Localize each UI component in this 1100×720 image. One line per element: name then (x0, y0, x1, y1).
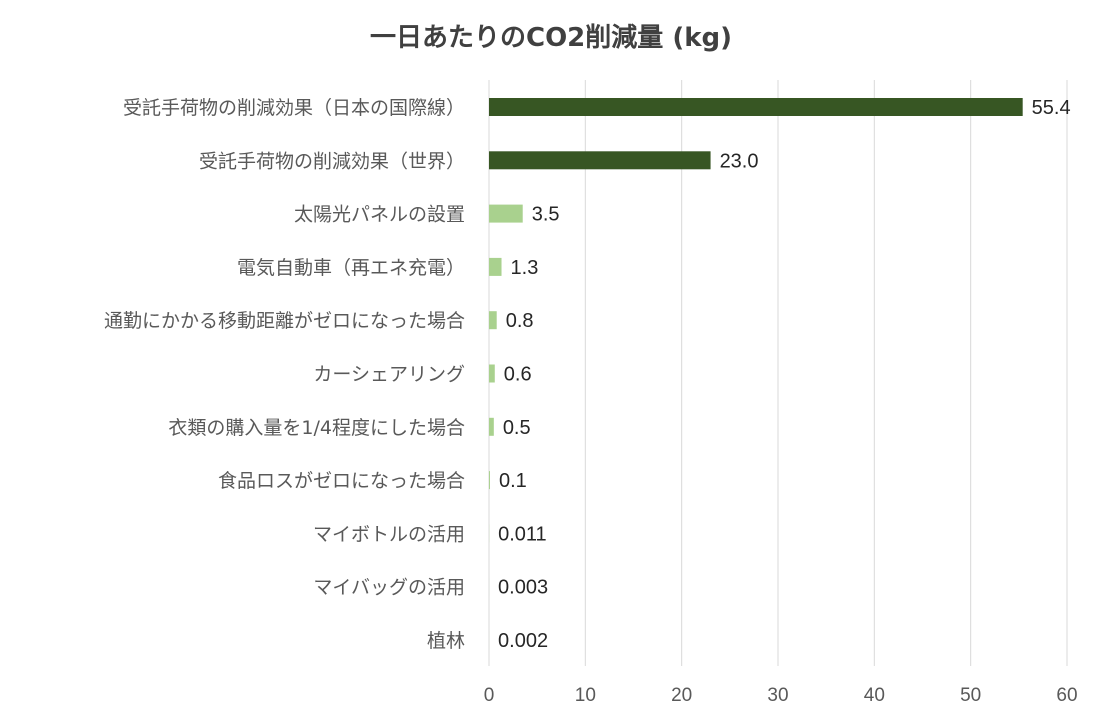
bar (489, 151, 711, 170)
value-label: 23.0 (720, 150, 759, 172)
bar (489, 204, 523, 223)
x-tick-label: 0 (484, 685, 495, 706)
bars (489, 98, 1023, 649)
x-tick-label: 20 (671, 685, 692, 706)
value-label: 55.4 (1032, 97, 1071, 119)
category-label: 通勤にかかる移動距離がゼロになった場合 (104, 310, 465, 332)
value-label: 0.8 (506, 310, 534, 332)
x-tick-label: 40 (864, 685, 885, 706)
category-label: 受託手荷物の削減効果（世界） (199, 150, 465, 172)
category-label: 植林 (427, 630, 465, 652)
gridlines (488, 80, 1068, 666)
category-label: 衣類の購入量を1/4程度にした場合 (168, 417, 465, 439)
bar (489, 417, 494, 436)
chart-title: 一日あたりのCO2削減量 (kg) (370, 23, 732, 53)
value-label: 1.3 (511, 257, 539, 279)
category-label: 電気自動車（再エネ充電） (237, 257, 465, 279)
category-label: マイバッグの活用 (313, 577, 465, 599)
category-label: マイボトルの活用 (313, 523, 465, 545)
x-tick-label: 50 (960, 685, 981, 706)
value-label: 3.5 (532, 204, 560, 226)
category-labels: 受託手荷物の削減効果（日本の国際線） 受託手荷物の削減効果（世界） 太陽光パネルの設… (104, 97, 465, 652)
value-label: 0.003 (498, 577, 548, 599)
category-label: 太陽光パネルの設置 (294, 204, 465, 226)
bar (489, 364, 495, 383)
value-label: 0.011 (498, 523, 547, 545)
bar (489, 311, 497, 330)
value-labels: 55.4 23.0 3.5 1.3 0.8 0.6 0.5 0.1 0.011 0.003 0.00… (498, 97, 1071, 652)
x-axis-ticks: 0 10 20 30 40 50 60 (484, 685, 1078, 706)
value-label: 0.6 (504, 364, 532, 386)
x-tick-label: 10 (575, 685, 596, 706)
value-label: 0.002 (498, 630, 548, 652)
value-label: 0.1 (499, 470, 527, 492)
bar (489, 471, 490, 490)
category-label: カーシェアリング (313, 364, 465, 386)
x-tick-label: 30 (767, 685, 788, 706)
value-label: 0.5 (503, 417, 531, 439)
category-label: 食品ロスがゼロになった場合 (218, 470, 465, 492)
category-label: 受託手荷物の削減効果（日本の国際線） (123, 97, 465, 119)
bar (489, 257, 502, 276)
x-tick-label: 60 (1056, 685, 1077, 706)
bar (489, 98, 1023, 116)
